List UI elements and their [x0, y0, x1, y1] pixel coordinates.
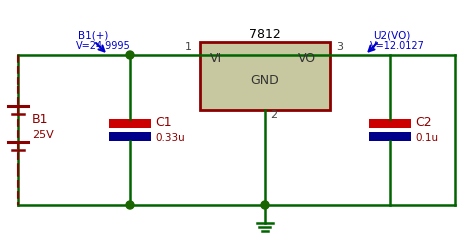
Text: 0.1u: 0.1u	[415, 133, 438, 143]
Text: GND: GND	[251, 74, 279, 88]
Circle shape	[261, 201, 269, 209]
Text: U2(VO): U2(VO)	[373, 30, 410, 40]
Text: 2: 2	[270, 110, 277, 120]
Text: VI: VI	[210, 52, 222, 64]
Text: 0.33u: 0.33u	[155, 133, 185, 143]
Text: V=24.9995: V=24.9995	[76, 41, 131, 51]
Text: V=12.0127: V=12.0127	[370, 41, 425, 51]
Text: B1: B1	[32, 113, 48, 126]
Text: 7812: 7812	[249, 28, 281, 40]
Bar	[109, 119, 151, 128]
Text: 3: 3	[337, 42, 344, 52]
Text: C2: C2	[415, 116, 432, 128]
Text: 1: 1	[184, 42, 191, 52]
Circle shape	[126, 201, 134, 209]
Bar	[369, 132, 411, 141]
Text: B1(+): B1(+)	[78, 30, 109, 40]
Text: 25V: 25V	[32, 130, 54, 140]
Text: C1: C1	[155, 116, 172, 128]
Bar	[109, 132, 151, 141]
Bar	[200, 42, 330, 110]
Circle shape	[126, 51, 134, 59]
Text: VO: VO	[298, 52, 316, 64]
Bar	[369, 119, 411, 128]
